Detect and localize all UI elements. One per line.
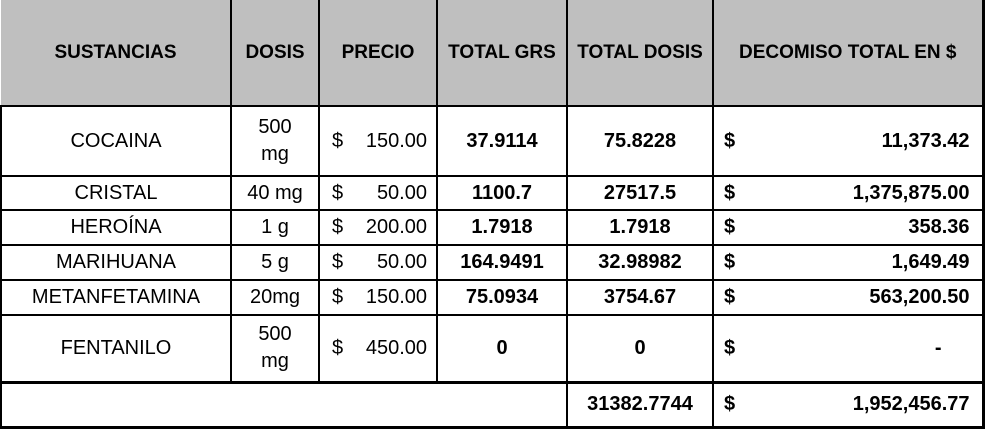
currency-symbol: $	[724, 251, 736, 273]
table-row-cocaina: COCAINA 500 mg $150.00 37.9114 75.8228 $…	[0, 105, 984, 177]
price-amount: 450.00	[365, 336, 427, 359]
substance-cell: FENTANILO	[0, 314, 232, 383]
decomiso-cell: $358.36	[712, 209, 984, 246]
substance-cell: HEROÍNA	[0, 209, 232, 246]
totals-empty-cell	[0, 380, 568, 428]
decomiso-amount: 11,373.42	[881, 129, 970, 152]
decomiso-cell: $ -	[712, 314, 984, 383]
decomiso-amount: 1,649.49	[891, 251, 970, 273]
decomiso-amount: 1,375,875.00	[852, 181, 970, 204]
total-dosis-cell: 32.98982	[566, 244, 714, 281]
currency-symbol: $	[724, 393, 736, 415]
dose-cell: 5 g	[230, 244, 320, 281]
decomiso-amount: 358.36	[908, 216, 970, 238]
decomiso-cell: $563,200.50	[712, 279, 984, 316]
total-dosis-cell: 1.7918	[566, 209, 714, 246]
dose-cell: 40 mg	[230, 175, 320, 211]
total-grs-cell: 164.9491	[436, 244, 568, 281]
dose-cell: 500 mg	[230, 314, 320, 383]
totals-decomiso-amount: 1,952,456.77	[852, 393, 970, 415]
col-header-sustancias: SUSTANCIAS	[1, 0, 232, 107]
total-dosis-cell: 75.8228	[566, 105, 714, 177]
table-row-marihuana: MARIHUANA 5 g $50.00 164.9491 32.98982 $…	[0, 244, 984, 281]
col-header-total-grs: TOTAL GRS	[436, 0, 568, 107]
substance-cell: METANFETAMINA	[0, 279, 232, 316]
dose-cell: 500 mg	[230, 105, 320, 177]
decomiso-cell: $1,375,875.00	[712, 175, 984, 211]
decomiso-amount: 563,200.50	[869, 286, 970, 308]
decomiso-amount: -	[934, 336, 942, 359]
price-cell: $150.00	[318, 105, 438, 177]
dose-cell: 1 g	[230, 209, 320, 246]
substance-cell: MARIHUANA	[0, 244, 232, 281]
price-cell: $150.00	[318, 279, 438, 316]
decomiso-cell: $1,649.49	[712, 244, 984, 281]
price-cell: $50.00	[318, 244, 438, 281]
currency-symbol: $	[332, 286, 344, 308]
price-amount: 150.00	[365, 286, 427, 308]
table-row-fentanilo: FENTANILO 500 mg $450.00 0 0 $ -	[0, 314, 984, 383]
totals-decomiso-cell: $1,952,456.77	[712, 380, 984, 428]
currency-symbol: $	[724, 129, 736, 152]
substance-cell: CRISTAL	[0, 175, 232, 211]
dose-cell: 20mg	[230, 279, 320, 316]
total-dosis-cell: 3754.67	[566, 279, 714, 316]
total-dosis-cell: 27517.5	[566, 175, 714, 211]
currency-symbol: $	[724, 286, 736, 308]
col-header-precio: PRECIO	[318, 0, 438, 107]
price-amount: 50.00	[376, 251, 427, 273]
col-header-total-dosis: TOTAL DOSIS	[566, 0, 714, 107]
table-row-metanfetamina: METANFETAMINA 20mg $150.00 75.0934 3754.…	[0, 279, 984, 316]
totals-row: 31382.7744 $1,952,456.77	[0, 380, 984, 428]
table-row-heroina: HEROÍNA 1 g $200.00 1.7918 1.7918 $358.3…	[0, 209, 984, 246]
currency-symbol: $	[332, 216, 344, 238]
col-header-dosis: DOSIS	[230, 0, 320, 107]
currency-symbol: $	[332, 129, 344, 152]
totals-total-dosis-cell: 31382.7744	[566, 380, 714, 428]
currency-symbol: $	[724, 216, 736, 238]
currency-symbol: $	[724, 181, 736, 204]
price-cell: $200.00	[318, 209, 438, 246]
total-grs-cell: 75.0934	[436, 279, 568, 316]
currency-symbol: $	[332, 251, 344, 273]
currency-symbol: $	[332, 336, 344, 359]
price-cell: $50.00	[318, 175, 438, 211]
total-grs-cell: 0	[436, 314, 568, 383]
header-row: SUSTANCIAS DOSIS PRECIO TOTAL GRS TOTAL …	[1, 0, 984, 107]
price-amount: 200.00	[365, 216, 427, 238]
currency-symbol: $	[332, 181, 344, 204]
price-amount: 150.00	[365, 129, 427, 152]
table-row-cristal: CRISTAL 40 mg $50.00 1100.7 27517.5 $1,3…	[0, 175, 984, 211]
total-dosis-cell: 0	[566, 314, 714, 383]
col-header-decomiso: DECOMISO TOTAL EN $	[712, 0, 984, 107]
currency-symbol: $	[724, 336, 736, 359]
substance-cell: COCAINA	[0, 105, 232, 177]
total-grs-cell: 1100.7	[436, 175, 568, 211]
decomiso-cell: $11,373.42	[712, 105, 984, 177]
total-grs-cell: 37.9114	[436, 105, 568, 177]
price-cell: $450.00	[318, 314, 438, 383]
price-amount: 50.00	[376, 181, 427, 204]
total-grs-cell: 1.7918	[436, 209, 568, 246]
